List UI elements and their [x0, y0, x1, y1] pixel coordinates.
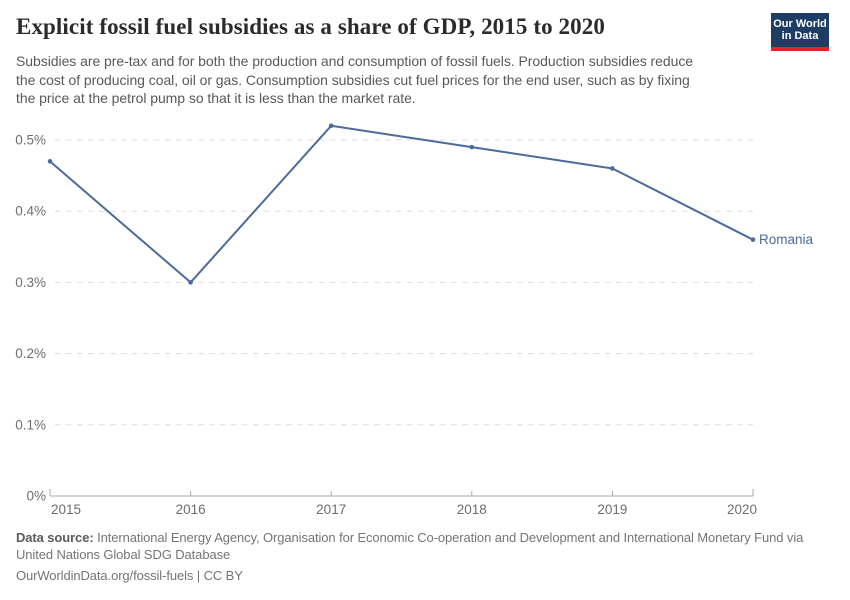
page-title: Explicit fossil fuel subsidies as a shar…	[16, 14, 605, 39]
chart-footer: Data source: International Energy Agency…	[16, 529, 803, 584]
y-axis-tick-label: 0.1%	[15, 417, 46, 432]
data-point[interactable]	[750, 237, 756, 242]
subtitle-line: Subsidies are pre-tax and for both the p…	[16, 53, 694, 69]
x-axis-tick-label: 2016	[176, 502, 206, 517]
x-axis-tick-label: 2019	[597, 502, 627, 517]
y-axis-tick-label: 0%	[26, 489, 46, 504]
data-source-line2: United Nations Global SDG Database	[16, 547, 231, 562]
data-source-text: International Energy Agency, Organisatio…	[97, 530, 804, 545]
data-point[interactable]	[188, 280, 193, 285]
y-axis-tick-label: 0.4%	[15, 204, 46, 219]
data-point[interactable]	[610, 166, 615, 171]
series-label[interactable]: Romania	[759, 232, 814, 247]
data-point[interactable]	[469, 144, 475, 150]
x-axis-tick-label: 2020	[727, 502, 757, 517]
owid-logo-line2: in Data	[781, 30, 819, 42]
line-series-romania[interactable]	[49, 124, 754, 284]
data-point[interactable]	[328, 123, 334, 129]
data-point[interactable]	[47, 159, 53, 164]
owid-logo[interactable]: Our World in Data	[771, 13, 829, 51]
x-axis-tick-label: 2017	[316, 502, 346, 517]
license-link[interactable]: OurWorldinData.org/fossil-fuels | CC BY	[16, 568, 243, 583]
x-axis-tick-label: 2015	[51, 502, 81, 517]
y-axis-tick-label: 0.2%	[15, 346, 46, 361]
subtitle-line: the price at the petrol pump so that it …	[16, 90, 416, 107]
x-axis-tick-label: 2018	[457, 502, 487, 517]
y-axis-tick-label: 0.3%	[15, 275, 46, 290]
chart-subtitle: Subsidies are pre-tax and for both the p…	[16, 52, 693, 108]
subtitle-line: the cost of producing coal, oil or gas. …	[16, 71, 690, 88]
data-source-label: Data source:	[16, 530, 94, 545]
owid-logo-line1: Our World	[773, 17, 827, 30]
data-source-line1: Data source: International Energy Agency…	[16, 529, 803, 546]
y-axis-tick-label: 0.5%	[15, 133, 46, 148]
